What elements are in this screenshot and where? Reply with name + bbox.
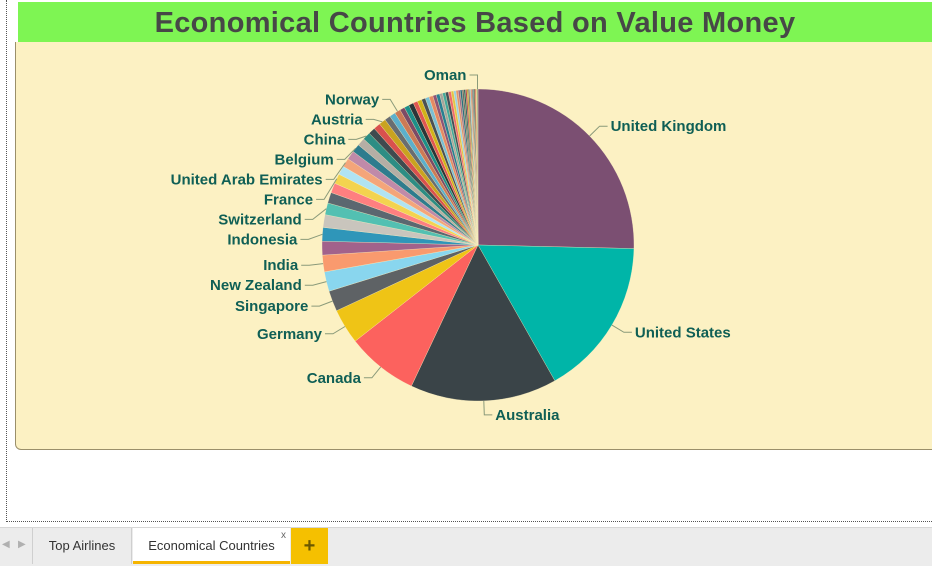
label-leader-line [325, 326, 346, 335]
slice-label: United Arab Emirates [171, 171, 323, 188]
slice-label: Oman [424, 67, 467, 84]
label-leader-line [483, 400, 493, 416]
slice-label: United States [635, 324, 731, 341]
label-leader-line [311, 300, 333, 307]
tab-label: Top Airlines [48, 538, 116, 553]
tab-label: Economical Countries [148, 538, 275, 553]
plus-icon: + [303, 535, 316, 557]
slice-label: Belgium [275, 151, 334, 168]
pie-chart: Oman Norway Austria China Belgium United Arab… [171, 67, 731, 424]
slice-label: France [264, 191, 313, 208]
pie-slice[interactable] [411, 244, 556, 402]
slice-label: Singapore [235, 298, 308, 315]
title-bar: Economical Countries Based on Value Mone… [18, 2, 932, 42]
label-leader-line [469, 74, 478, 89]
label-leader-line [336, 147, 357, 160]
slice-label: Australia [495, 407, 560, 424]
label-leader-line [316, 178, 338, 200]
label-leader-line [300, 233, 323, 240]
label-leader-line [304, 281, 327, 286]
label-leader-line [301, 263, 324, 266]
pie-slice[interactable] [477, 88, 635, 249]
slice-label: Switzerland [218, 211, 301, 228]
tab-top-airlines[interactable]: Top Airlines [32, 528, 132, 564]
scroll-right-icon[interactable]: ▶ [18, 539, 26, 550]
slice-label: New Zealand [210, 277, 302, 294]
label-leader-line [363, 366, 382, 379]
label-leader-line [382, 98, 398, 112]
slice-label: United Kingdom [611, 118, 727, 135]
slice-label: Norway [325, 91, 380, 108]
sheet-tab-bar: ◀ ▶ Top Airlines Economical Countries x … [0, 527, 932, 566]
label-leader-line [611, 324, 632, 333]
scroll-left-icon[interactable]: ◀ [2, 539, 10, 550]
slice-label: China [304, 131, 346, 148]
slice-label: India [263, 257, 299, 274]
slice-label: Canada [307, 370, 362, 387]
pie-slice[interactable] [477, 244, 635, 381]
label-leader-line [365, 118, 383, 123]
add-tab-button[interactable]: + [291, 528, 328, 564]
tab-economical-countries[interactable]: Economical Countries x [133, 528, 290, 564]
slice-label: Austria [311, 111, 363, 128]
close-icon[interactable]: x [281, 530, 286, 541]
slice-label: Indonesia [227, 231, 298, 248]
label-leader-line [348, 135, 367, 140]
chart-title: Economical Countries Based on Value Mone… [154, 7, 796, 39]
content-frame [6, 0, 932, 522]
label-leader-line [304, 208, 327, 220]
slice-label: Germany [257, 326, 323, 343]
label-leader-line [589, 125, 608, 137]
label-leader-line [325, 162, 346, 180]
